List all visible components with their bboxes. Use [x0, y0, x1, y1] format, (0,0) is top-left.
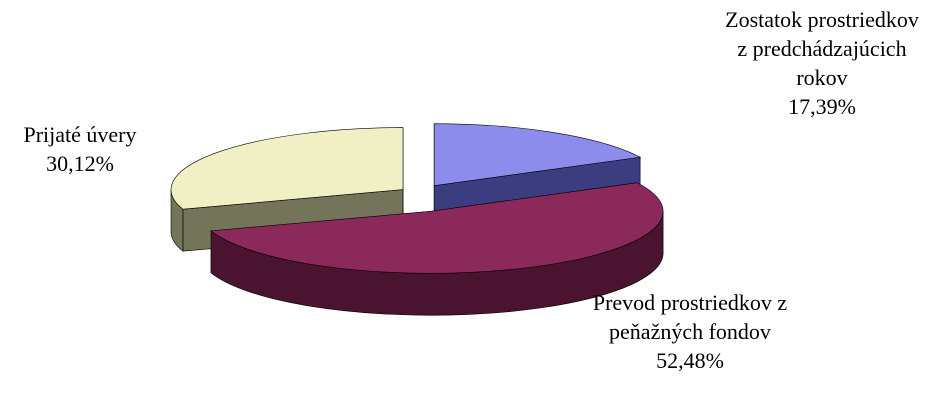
slice-label: Zostatok prostriedkov z predchádzajúcich… [722, 5, 922, 121]
value-label: 52,48% [656, 348, 724, 373]
slice [170, 127, 404, 210]
value-label: 17,39% [788, 94, 856, 119]
category-label: Prevod prostriedkov z peňažných fondov [592, 290, 788, 344]
category-label: Prijaté úvery [23, 122, 137, 147]
slice-label: Prijaté úvery 30,12% [0, 120, 160, 178]
value-label: 30,12% [46, 151, 114, 176]
slice-label: Prevod prostriedkov z peňažných fondov 5… [580, 288, 800, 375]
slice [210, 182, 664, 274]
category-label: Zostatok prostriedkov z predchádzajúcich… [725, 7, 919, 90]
slice [433, 123, 642, 187]
